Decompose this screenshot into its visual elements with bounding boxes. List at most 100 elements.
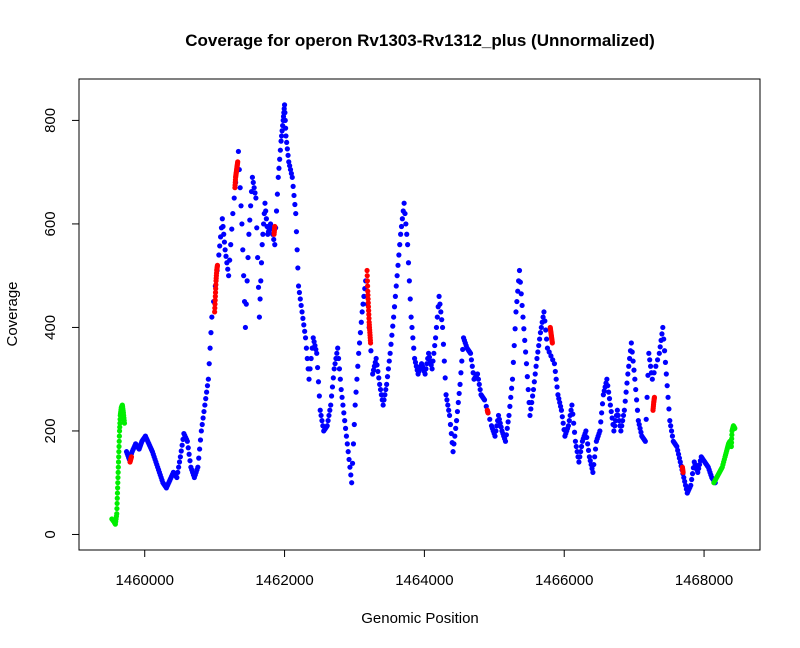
data-point [675, 447, 681, 453]
data-point [438, 309, 444, 315]
data-point [546, 349, 552, 355]
data-point [318, 412, 324, 419]
data-point [632, 376, 638, 382]
data-point [347, 464, 353, 470]
data-point [605, 383, 611, 389]
data-point [732, 425, 738, 431]
data-point [277, 156, 283, 162]
data-point [439, 317, 445, 323]
data-point [404, 231, 410, 237]
data-point [121, 420, 128, 426]
data-point [114, 505, 120, 512]
data-point [474, 371, 481, 377]
data-point [676, 455, 683, 461]
data-point [543, 336, 550, 342]
data-point [235, 148, 242, 155]
data-point [335, 345, 341, 351]
data-point [411, 345, 417, 351]
y-tick-label: 800 [42, 108, 59, 133]
data-point [425, 350, 432, 356]
data-point [612, 423, 618, 429]
data-point [506, 412, 512, 419]
data-point [364, 267, 370, 274]
data-point [115, 480, 121, 486]
data-point [592, 446, 599, 452]
data-point [626, 363, 632, 369]
data-point [572, 438, 579, 444]
data-point [536, 342, 542, 349]
data-point [728, 443, 734, 450]
data-point [272, 223, 278, 230]
data-point [586, 454, 593, 460]
data-point [364, 273, 370, 279]
data-point [589, 465, 595, 472]
data-point [599, 410, 605, 416]
data-point [661, 348, 668, 354]
data-point [185, 445, 191, 451]
data-point [355, 363, 361, 369]
data-point [601, 388, 607, 394]
data-point [356, 350, 362, 356]
data-point [630, 358, 636, 364]
data-point [263, 208, 269, 214]
data-point [642, 438, 648, 444]
data-point [356, 340, 363, 346]
data-point [444, 397, 450, 403]
data-point [637, 425, 643, 431]
data-point [553, 376, 559, 382]
data-point [277, 147, 283, 153]
data-point [432, 335, 439, 341]
data-point [559, 414, 565, 420]
data-point [116, 438, 122, 444]
data-point [354, 376, 360, 382]
data-point [250, 179, 256, 186]
data-point [336, 366, 343, 372]
data-point [513, 309, 519, 315]
data-point [619, 423, 625, 429]
data-point [306, 376, 312, 382]
data-point [197, 437, 204, 443]
data-point [247, 217, 253, 223]
data-point [614, 407, 620, 413]
data-point [201, 408, 207, 415]
data-point [274, 191, 280, 197]
data-point [179, 442, 185, 448]
data-point [656, 350, 662, 356]
data-point [114, 500, 120, 507]
data-point [365, 300, 371, 306]
data-point [239, 221, 245, 227]
data-point [382, 392, 388, 398]
data-point [643, 416, 649, 422]
data-point [668, 428, 675, 434]
data-point [377, 381, 383, 387]
data-point [366, 311, 372, 318]
data-point [114, 495, 120, 501]
data-point [460, 346, 466, 353]
data-point [682, 482, 689, 488]
data-point [516, 267, 523, 274]
data-point [651, 394, 658, 400]
x-axis-label: Genomic Position [361, 610, 479, 627]
data-point [291, 192, 297, 199]
data-point [283, 133, 289, 139]
data-point [496, 416, 502, 422]
data-point [329, 384, 336, 390]
data-point [440, 341, 447, 347]
data-points [109, 102, 738, 527]
data-point [606, 396, 613, 402]
data-point [439, 324, 446, 331]
data-point [608, 408, 614, 415]
data-point [537, 330, 544, 336]
data-point [445, 402, 451, 408]
data-point [283, 125, 289, 131]
data-point [242, 324, 249, 331]
data-point [282, 110, 288, 116]
data-point [116, 443, 122, 450]
data-point [530, 386, 537, 393]
data-point [529, 399, 535, 406]
data-point [373, 355, 379, 362]
data-point [391, 304, 398, 310]
data-point [380, 402, 386, 408]
data-point [437, 301, 443, 307]
